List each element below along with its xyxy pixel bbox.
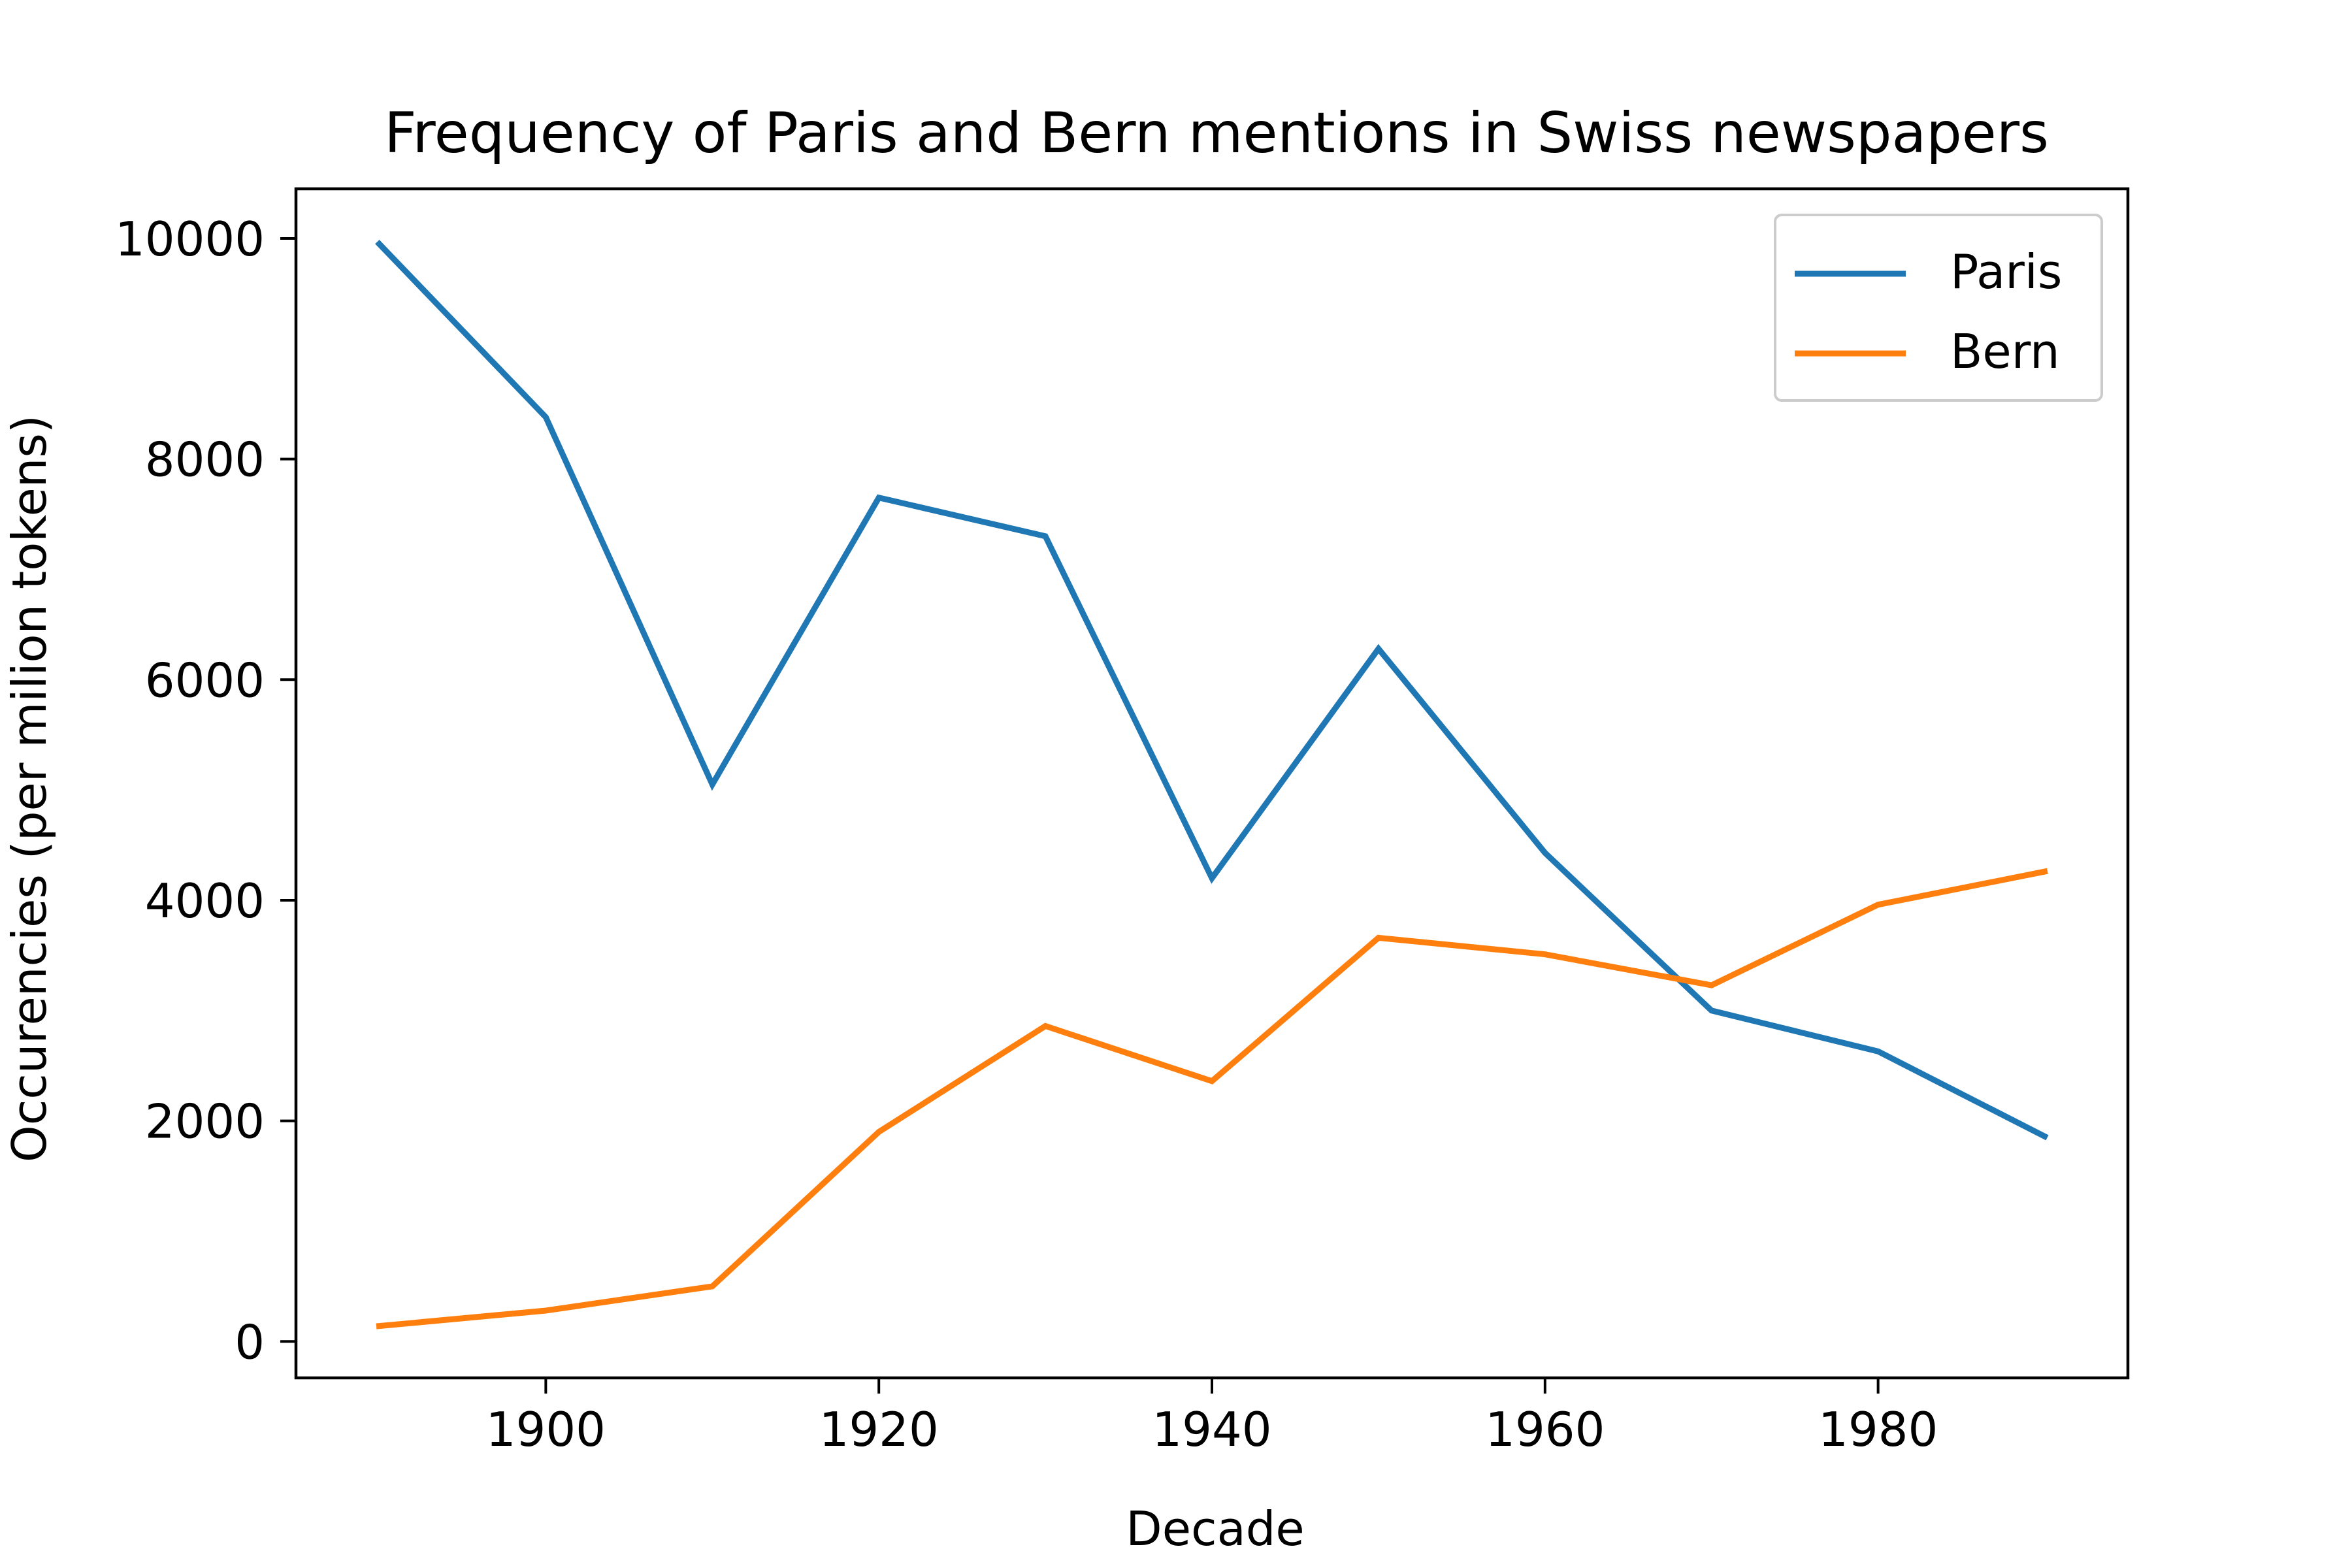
x-tick-label: 1920 xyxy=(819,1402,939,1457)
y-tick-label: 6000 xyxy=(145,653,265,708)
y-tick-label: 0 xyxy=(235,1315,265,1369)
y-tick-label: 10000 xyxy=(115,212,265,267)
x-axis-ticks: 1900 1920 1940 1960 1980 xyxy=(486,1378,1938,1457)
plot-frame xyxy=(294,187,2130,1380)
x-tick-label: 1960 xyxy=(1485,1402,1605,1457)
series-line-bern xyxy=(376,868,2048,1330)
y-axis-label: Occurencies (per milion tokens) xyxy=(2,415,57,1162)
series-lines xyxy=(375,240,2049,1330)
y-axis-ticks: 0 2000 4000 6000 8000 10000 xyxy=(115,212,296,1369)
x-tick-label: 1940 xyxy=(1152,1402,1271,1457)
chart-title: Frequency of Paris and Bern mentions in … xyxy=(384,101,2049,166)
legend: Paris Bern xyxy=(1774,214,2103,402)
y-tick-label: 8000 xyxy=(145,433,265,487)
x-tick-label: 1900 xyxy=(486,1402,606,1457)
legend-label-bern: Bern xyxy=(1950,324,2060,379)
series-line-paris xyxy=(375,240,2049,1141)
y-tick-label: 4000 xyxy=(145,874,265,928)
legend-label-paris: Paris xyxy=(1950,244,2062,299)
x-axis-label: Decade xyxy=(1126,1501,1304,1556)
x-tick-label: 1980 xyxy=(1818,1402,1938,1457)
y-tick-label: 2000 xyxy=(145,1094,265,1149)
